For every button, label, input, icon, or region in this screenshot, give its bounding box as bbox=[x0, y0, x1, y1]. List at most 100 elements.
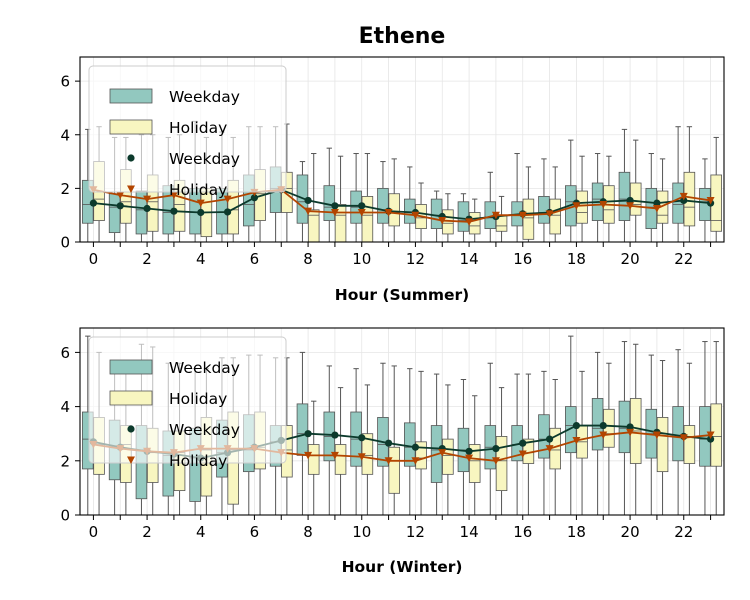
x-tick-label: 2 bbox=[142, 250, 152, 268]
data-point bbox=[572, 421, 581, 430]
data-point bbox=[572, 436, 581, 445]
x-tick-label: 0 bbox=[89, 250, 99, 268]
y-tick-label: 4 bbox=[60, 398, 70, 416]
box bbox=[468, 212, 481, 235]
axes-frame bbox=[79, 56, 725, 243]
legend-label: Weekday bbox=[169, 421, 240, 439]
box bbox=[495, 436, 508, 492]
data-point bbox=[653, 199, 661, 207]
box bbox=[388, 446, 400, 494]
box bbox=[108, 193, 121, 234]
data-point bbox=[626, 196, 634, 205]
box bbox=[334, 444, 347, 475]
legend-swatch-triangle bbox=[127, 456, 135, 464]
x-tick-label: 20 bbox=[621, 250, 640, 268]
data-point bbox=[304, 207, 313, 216]
data-point bbox=[411, 443, 420, 451]
data-point bbox=[680, 196, 688, 205]
data-point bbox=[304, 196, 312, 205]
legend: Weekday Holiday Weekday Holiday bbox=[88, 65, 287, 199]
x-tick-label: 14 bbox=[460, 523, 479, 541]
legend-swatch-circle bbox=[127, 425, 135, 433]
x-axis-title: Hour (Summer) bbox=[335, 286, 470, 304]
data-point bbox=[545, 435, 554, 443]
y-tick-label: 0 bbox=[60, 507, 70, 525]
data-point bbox=[626, 202, 635, 210]
x-axis-title: Hour (Winter) bbox=[342, 558, 463, 576]
data-point bbox=[465, 454, 474, 463]
data-point bbox=[519, 439, 527, 447]
data-point bbox=[626, 428, 635, 437]
data-point bbox=[599, 431, 608, 440]
x-tick-label: 18 bbox=[567, 523, 586, 541]
x-tick-label: 0 bbox=[89, 523, 99, 541]
data-point bbox=[545, 445, 554, 453]
x-tick-label: 4 bbox=[196, 523, 206, 541]
data-point bbox=[492, 445, 500, 453]
data-point bbox=[169, 191, 178, 200]
chart-panel-1: Weekday Holiday Weekday Holiday 0 2 4 6 8 10 12 14 1… bbox=[60, 327, 725, 576]
legend-label: Holiday bbox=[169, 390, 227, 408]
data-point bbox=[196, 199, 205, 208]
data-point bbox=[411, 457, 420, 465]
data-point bbox=[626, 423, 634, 431]
x-tick-label: 10 bbox=[352, 250, 371, 268]
box bbox=[549, 198, 561, 235]
legend-label: Weekday bbox=[169, 88, 240, 106]
box-series-weekday bbox=[82, 120, 711, 242]
axes-frame bbox=[79, 327, 725, 516]
series-line bbox=[93, 188, 711, 221]
data-point bbox=[465, 218, 474, 226]
legend-swatch-box bbox=[109, 390, 153, 406]
box bbox=[576, 190, 588, 224]
legend-label: Weekday bbox=[169, 150, 240, 168]
data-point bbox=[304, 451, 313, 460]
data-point bbox=[411, 211, 420, 220]
data-point bbox=[330, 451, 339, 460]
data-point bbox=[384, 209, 393, 217]
y-tick-label: 6 bbox=[60, 73, 70, 91]
data-point bbox=[599, 421, 607, 430]
x-tick-label: 22 bbox=[674, 523, 693, 541]
data-point bbox=[89, 199, 98, 207]
box bbox=[656, 417, 669, 473]
box bbox=[296, 403, 309, 456]
data-point bbox=[572, 202, 581, 210]
chart-title: Ethene bbox=[359, 24, 446, 49]
y-tick-label: 2 bbox=[60, 452, 70, 470]
data-point bbox=[143, 195, 152, 204]
data-point bbox=[438, 449, 447, 457]
data-point bbox=[358, 202, 366, 210]
data-point bbox=[357, 453, 366, 461]
legend-swatch-box bbox=[109, 88, 153, 104]
x-tick-label: 6 bbox=[250, 523, 260, 541]
x-tick-label: 12 bbox=[406, 250, 425, 268]
box bbox=[618, 171, 631, 221]
legend-swatch-box bbox=[109, 119, 153, 135]
data-point bbox=[357, 209, 366, 217]
data-point bbox=[652, 431, 661, 440]
data-point bbox=[679, 434, 688, 442]
legend-label: Weekday bbox=[169, 359, 240, 377]
x-tick-label: 18 bbox=[567, 250, 586, 268]
legend-swatch-circle bbox=[127, 154, 135, 162]
box bbox=[683, 425, 696, 464]
legend-label: Holiday bbox=[169, 181, 227, 199]
box bbox=[442, 438, 454, 475]
data-point bbox=[223, 208, 232, 216]
data-point bbox=[652, 204, 661, 213]
series-line bbox=[93, 188, 711, 223]
box bbox=[307, 209, 320, 243]
y-tick-label: 0 bbox=[60, 234, 70, 252]
data-point bbox=[384, 439, 393, 447]
x-axis: 0 2 4 6 8 10 12 14 16 18 20 22 bbox=[89, 515, 712, 541]
data-point bbox=[518, 211, 527, 220]
legend-label: Holiday bbox=[169, 119, 227, 137]
data-point bbox=[304, 430, 312, 438]
x-axis: 0 2 4 6 8 10 12 14 16 18 20 22 bbox=[89, 242, 712, 268]
legend-swatch-triangle bbox=[127, 185, 135, 193]
data-point bbox=[331, 431, 339, 439]
data-point bbox=[706, 196, 715, 205]
y-axis: 0 2 4 6 bbox=[60, 73, 80, 252]
